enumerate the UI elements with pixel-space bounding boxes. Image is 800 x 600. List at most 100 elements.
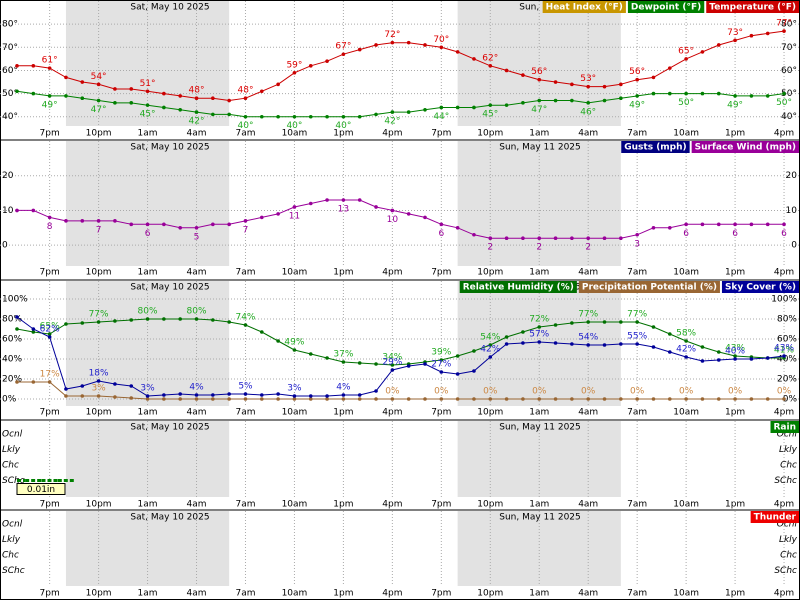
data-point (635, 94, 639, 98)
data-point (211, 318, 215, 322)
data-label: 65% (40, 322, 60, 332)
data-point (194, 96, 199, 101)
data-point (260, 397, 264, 401)
data-point (80, 219, 85, 223)
data-point (455, 397, 460, 401)
data-label: 3% (140, 384, 155, 394)
data-point (80, 80, 85, 84)
x-tick-label: 1pm (725, 408, 745, 418)
data-point (472, 232, 476, 237)
x-tick-label: 10pm (86, 500, 112, 510)
date-label: Sat, May 10 2025 (130, 283, 209, 293)
data-point (455, 105, 460, 110)
data-point (521, 73, 525, 77)
data-point (619, 320, 623, 324)
data-label: 3% (287, 384, 302, 394)
data-label: 40° (286, 121, 302, 131)
level-label: SChc (2, 476, 25, 486)
data-label: 2 (536, 243, 542, 253)
date-label: Sat, May 10 2025 (130, 513, 209, 523)
y-tick-label: 80% (2, 315, 22, 325)
legend-box (706, 1, 799, 13)
data-point (15, 315, 19, 319)
y-tick-label: 10 (2, 206, 14, 216)
data-point (716, 397, 721, 401)
data-point (488, 236, 493, 241)
data-label: 43% (725, 344, 745, 354)
data-point (96, 394, 101, 398)
data-point (15, 89, 19, 94)
data-point (194, 317, 199, 321)
legend-label: Thunder (754, 513, 797, 523)
level-label-right: Chc (780, 461, 797, 471)
data-point (390, 368, 395, 372)
data-point (260, 393, 264, 397)
x-tick-label: 1am (529, 589, 549, 599)
data-point (260, 89, 264, 94)
data-point (700, 91, 705, 96)
data-point (292, 70, 297, 75)
legend-label: Gusts (mph) (624, 143, 686, 153)
data-point (292, 114, 297, 119)
x-tick-label: 1pm (333, 129, 353, 139)
data-label: 67° (335, 42, 351, 52)
data-point (325, 114, 329, 119)
data-point (227, 392, 231, 396)
data-point (668, 66, 672, 70)
data-point (129, 318, 134, 322)
level-label: Lkly (2, 445, 21, 455)
data-point (80, 321, 85, 325)
data-point (749, 33, 754, 38)
y-tick-label: 50° (2, 89, 18, 99)
data-point (406, 40, 411, 45)
data-label: 5% (238, 382, 253, 392)
data-point (276, 82, 280, 87)
x-tick-label: 4pm (774, 408, 794, 418)
data-point (635, 320, 639, 324)
data-label: 49° (727, 100, 743, 110)
level-label-right: Lkly (779, 445, 798, 455)
data-point (357, 47, 362, 52)
data-point (374, 397, 378, 401)
data-point (15, 208, 19, 213)
x-tick-label: 4am (187, 500, 207, 510)
data-point (47, 380, 52, 384)
data-point (439, 105, 444, 110)
data-point (733, 38, 737, 43)
data-point (292, 397, 297, 401)
x-tick-label: 7am (627, 268, 647, 278)
data-point (129, 384, 134, 388)
x-tick-label: 7am (235, 500, 255, 510)
data-point (472, 397, 476, 401)
data-point (308, 114, 313, 119)
data-point (749, 222, 754, 227)
data-point (227, 397, 231, 401)
data-point (162, 105, 166, 110)
data-point (80, 384, 85, 388)
data-point (439, 222, 444, 227)
data-point (586, 84, 590, 89)
data-label: 77% (89, 310, 109, 320)
data-label: 0% (581, 387, 596, 397)
x-tick-label: 1am (138, 268, 158, 278)
x-tick-label: 7am (235, 408, 255, 418)
data-point (619, 96, 623, 101)
date-label: Sun, May 11 2025 (499, 143, 581, 153)
data-label: 48° (238, 86, 254, 96)
data-point (15, 64, 19, 68)
data-point (243, 114, 248, 119)
level-label-right: SChc (774, 566, 797, 576)
data-label: 80% (138, 307, 158, 317)
data-label: 62° (482, 53, 498, 63)
legend-box (770, 421, 799, 433)
data-point (390, 208, 395, 213)
data-label: 62% (40, 325, 60, 335)
data-point (472, 105, 476, 110)
data-point (145, 103, 150, 107)
y-tick-label-right: 0 (791, 241, 797, 251)
data-point (700, 50, 705, 54)
x-tick-label: 7pm (40, 129, 60, 139)
data-label: 42° (189, 117, 205, 127)
data-point (570, 321, 574, 325)
